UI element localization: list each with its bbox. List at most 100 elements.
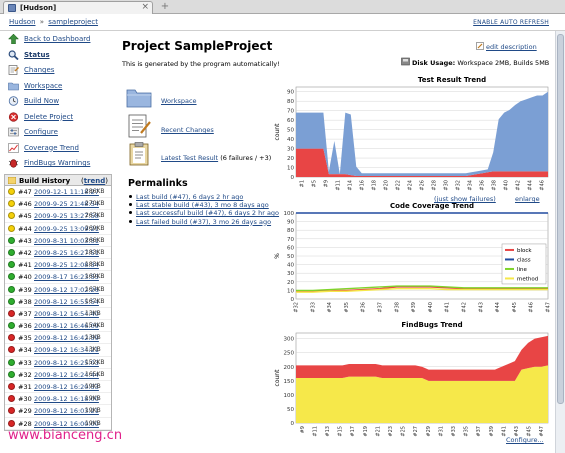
build-date-link[interactable]: 2009-8-12 16:34:21 xyxy=(34,346,99,355)
coverage-trend-chart[interactable]: 0 10 20 30 40 50 60 70 80 90 100% #32 #33 #34 #35 #36 #3… xyxy=(274,209,552,321)
new-tab-button[interactable]: + xyxy=(160,1,170,12)
build-status-green-icon[interactable] xyxy=(8,370,15,378)
build-date-link[interactable]: 2009-8-12 16:42:59 xyxy=(34,334,99,343)
y-tick-label: 100 xyxy=(284,211,295,217)
test-result-trend-chart[interactable]: 0 10 20 30 40 50 60 70 80 90 count #1 #5 #9 #11 #14 #16 #… xyxy=(274,84,552,199)
sidebar-item-label: Changes xyxy=(24,66,55,74)
x-tick-label: #35 xyxy=(464,426,470,437)
build-status-red-icon[interactable] xyxy=(8,419,15,427)
enlarge-link[interactable]: enlarge xyxy=(515,195,540,203)
browser-tab[interactable]: [Hudson] × xyxy=(3,1,153,14)
build-status-red-icon[interactable] xyxy=(8,407,15,415)
build-status-green-icon[interactable] xyxy=(8,248,15,256)
history-icon xyxy=(8,177,16,184)
build-date-link[interactable]: 2009-12-1 11:18:27 xyxy=(34,188,99,196)
x-tick-label: #42 xyxy=(516,180,522,191)
workspace-main-link[interactable]: Workspace xyxy=(122,85,282,113)
build-history-row: #31 2009-8-12 16:20:53 19KB xyxy=(5,381,111,394)
sidebar-item-configure[interactable]: Configure xyxy=(4,124,116,140)
build-status-yellow-icon[interactable] xyxy=(8,212,15,220)
latest-test-result-main-link[interactable]: Latest Test Result (6 failures / +3) xyxy=(122,142,282,170)
sidebar-item-findbugs-warnings[interactable]: FindBugs Warnings xyxy=(4,155,116,171)
build-status-red-icon[interactable] xyxy=(8,334,15,342)
workspace-link[interactable]: Workspace xyxy=(161,97,197,105)
build-date-link[interactable]: 2009-8-31 10:03:51 xyxy=(34,236,99,245)
build-date-link[interactable]: 2009-8-25 16:27:51 xyxy=(34,248,99,257)
just-show-failures-link[interactable]: (just show failures) xyxy=(434,195,496,203)
permalink-last-build[interactable]: Last build (#47), 6 days 2 hr ago xyxy=(136,193,244,201)
series-area-failed xyxy=(296,148,548,177)
sidebar-item-status[interactable]: Status xyxy=(4,47,116,63)
findbugs-trend-chart[interactable]: 0 50 100 150 200 250 300 count #9 #11 #13 #15 #17 #19… xyxy=(274,329,552,447)
x-tick-label: #32 xyxy=(294,302,300,313)
build-date-link[interactable]: 2009-8-12 16:25:03 xyxy=(34,358,99,367)
build-log-size: 13KB xyxy=(85,346,101,354)
x-tick-label: #20 xyxy=(384,180,390,191)
x-tick-label: #47 xyxy=(546,302,552,313)
build-date-link[interactable]: 2009-8-12 16:03:21 xyxy=(34,407,99,416)
x-tick-label: #46 xyxy=(529,302,535,313)
build-status-green-icon[interactable] xyxy=(8,297,15,305)
recent-changes-link[interactable]: Recent Changes xyxy=(161,126,214,134)
latest-test-result-link[interactable]: Latest Test Result xyxy=(161,154,219,162)
build-date-link[interactable]: 2009-8-25 12:08:34 xyxy=(34,261,99,270)
build-status-green-icon[interactable] xyxy=(8,358,15,366)
sidebar-item-back-to-dashboard[interactable]: Back to Dashboard xyxy=(4,31,116,47)
page-title: Project SampleProject xyxy=(122,39,273,53)
x-tick-label: #34 xyxy=(327,302,333,313)
build-status-green-icon[interactable] xyxy=(8,285,15,293)
findbugs-trend-title: FindBugs Trend xyxy=(401,321,463,329)
build-date-link[interactable]: 2009-8-12 16:54:40 xyxy=(34,309,99,318)
build-date-link[interactable]: 2009-8-12 16:00:00 xyxy=(34,419,99,428)
build-date-link[interactable]: 2009-8-17 16:23:55 xyxy=(34,273,99,282)
build-status-red-icon[interactable] xyxy=(8,346,15,354)
edit-description-link[interactable]: edit description xyxy=(486,43,537,51)
build-date-link[interactable]: 2009-9-25 21:48:54 xyxy=(34,200,99,209)
sidebar-item-changes[interactable]: Changes xyxy=(4,62,116,78)
build-date-link[interactable]: 2009-8-12 16:20:53 xyxy=(34,383,99,391)
permalink-last-successful-build[interactable]: Last successful build (#47), 6 days 2 hr… xyxy=(136,209,280,218)
build-history-row: #37 2009-8-12 16:54:40 13KB xyxy=(5,308,111,321)
x-tick-label: #45 xyxy=(512,302,518,313)
scrollbar-thumb[interactable] xyxy=(557,34,564,404)
sidebar-item-build-now[interactable]: Build Now xyxy=(4,93,116,109)
build-log-size: 169KB xyxy=(85,273,105,281)
vertical-scrollbar[interactable] xyxy=(555,31,565,453)
build-history-row: #35 2009-8-12 16:42:59 13KB xyxy=(5,332,111,345)
breadcrumb-hudson[interactable]: Hudson xyxy=(9,18,36,26)
permalink-last-stable-build[interactable]: Last stable build (#43), 3 mo 8 days ago xyxy=(136,201,269,210)
build-status-yellow-icon[interactable] xyxy=(8,188,15,195)
build-date-link[interactable]: 2009-8-12 16:24:44 xyxy=(34,370,99,379)
build-log-size: 165KB xyxy=(85,370,105,378)
build-status-green-icon[interactable] xyxy=(8,236,15,244)
findbugs-configure-link[interactable]: Configure... xyxy=(506,436,544,444)
build-date-link[interactable]: 2009-9-25 13:27:58 xyxy=(34,212,99,221)
build-date-link[interactable]: 2009-8-12 17:02:26 xyxy=(34,285,99,294)
build-status-green-icon[interactable] xyxy=(8,273,15,281)
build-number: #47 xyxy=(18,188,32,196)
build-status-red-icon[interactable] xyxy=(8,383,15,390)
close-tab-icon[interactable]: × xyxy=(141,2,149,12)
build-status-red-icon[interactable] xyxy=(8,395,15,403)
sidebar-item-workspace[interactable]: Workspace xyxy=(4,78,116,94)
build-date-link[interactable]: 2009-8-12 16:46:09 xyxy=(34,322,99,331)
build-status-yellow-icon[interactable] xyxy=(8,200,15,208)
recent-changes-main-link[interactable]: Recent Changes xyxy=(122,114,282,142)
permalink-last-failed-build[interactable]: Last failed build (#37), 3 mo 26 days ag… xyxy=(136,217,272,226)
build-date-link[interactable]: 2009-8-12 16:55:54 xyxy=(34,297,99,306)
build-date-link[interactable]: 2009-9-25 13:09:21 xyxy=(34,224,99,233)
breadcrumb-project[interactable]: sampleproject xyxy=(48,18,99,26)
y-axis-label: count xyxy=(274,369,281,387)
sidebar-item-coverage-trend[interactable]: Coverage Trend xyxy=(4,140,116,156)
build-number: #39 xyxy=(18,285,32,294)
sidebar-item-delete-project[interactable]: Delete Project xyxy=(4,109,116,125)
build-date-link[interactable]: 2009-8-12 16:18:00 xyxy=(34,395,99,404)
build-status-yellow-icon[interactable] xyxy=(8,224,15,232)
trend-link[interactable]: trend xyxy=(83,177,106,185)
build-status-green-icon[interactable] xyxy=(8,261,15,269)
build-status-green-icon[interactable] xyxy=(8,322,15,330)
permalink-item: Last failed build (#37), 3 mo 26 days ag… xyxy=(128,218,279,226)
build-status-red-icon[interactable] xyxy=(8,309,15,317)
build-log-size: 183KB xyxy=(85,248,105,256)
enable-auto-refresh-link[interactable]: ENABLE AUTO REFRESH xyxy=(473,19,549,26)
